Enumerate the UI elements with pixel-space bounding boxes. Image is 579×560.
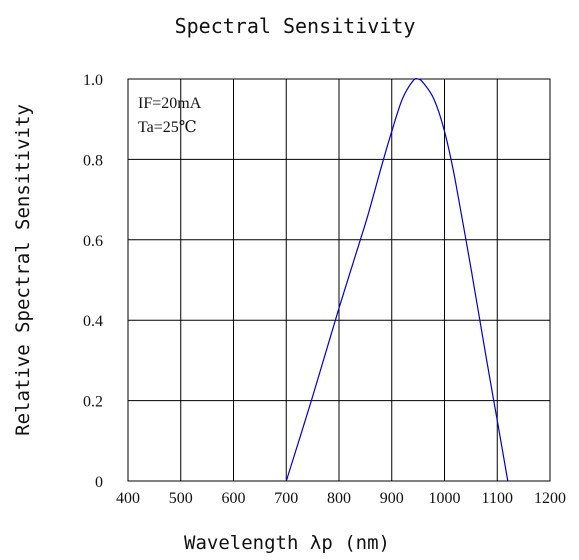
y-tick-label: 0 (95, 474, 103, 491)
y-tick-label: 0.2 (83, 394, 103, 411)
x-tick-label: 600 (222, 490, 246, 507)
x-tick-label: 500 (169, 490, 193, 507)
y-tick-labels: 0 0.2 0.4 0.6 0.8 1.0 (83, 72, 103, 491)
annotation-current: IF=20mA (138, 95, 202, 112)
x-tick-label: 400 (116, 490, 140, 507)
y-axis-label: Relative Spectral Sensitivity (12, 104, 34, 436)
annotation-temperature: Ta=25℃ (138, 119, 197, 136)
y-tick-label: 1.0 (83, 72, 103, 89)
grid (128, 79, 550, 481)
series-line (285, 78, 509, 482)
y-tick-label: 0.6 (83, 233, 103, 250)
x-tick-labels: 400 500 600 700 800 900 1000 1100 1200 (116, 490, 566, 507)
y-tick-label: 0.8 (83, 152, 103, 169)
x-tick-label: 700 (274, 490, 298, 507)
x-tick-label: 900 (380, 490, 404, 507)
chart-title: Spectral Sensitivity (175, 14, 416, 38)
plot-frame (127, 78, 551, 482)
series-layer (285, 78, 509, 482)
x-tick-label: 1000 (429, 490, 461, 507)
x-tick-label: 1100 (482, 490, 513, 507)
x-axis-label: Wavelength λp (nm) (184, 532, 390, 554)
x-tick-label: 1200 (534, 490, 566, 507)
x-tick-label: 800 (327, 490, 351, 507)
y-tick-label: 0.4 (83, 313, 103, 330)
